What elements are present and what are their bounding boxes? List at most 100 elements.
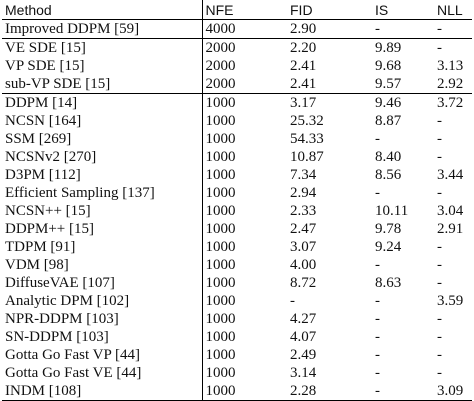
nll-cell: 2.92 — [437, 76, 464, 92]
method-cell: VE SDE [15] — [2, 38, 203, 57]
nll-cell: - — [437, 311, 442, 327]
fid-cell: 2.41 — [290, 76, 317, 92]
header-row: Method NFE FID IS NLL — [2, 0, 472, 20]
header-fid: FID — [287, 0, 372, 20]
fid-cell: 4.00 — [290, 257, 317, 273]
nfe-cell: 1000 — [205, 365, 236, 381]
table-row: VE SDE [15] 2000 2.20 9.89- — [2, 38, 472, 57]
method-cell: SSM [269] — [2, 130, 203, 148]
method-cell: DDPM++ [15] — [2, 220, 203, 238]
header-is: IS — [372, 0, 434, 20]
method-cell: NCSN [164] — [2, 112, 203, 130]
is-cell: 9.24 — [375, 239, 402, 255]
table-row: DDPM++ [15] 1000 2.47 9.78 2.91 — [2, 220, 472, 238]
fid-cell: 2.28 — [287, 382, 372, 401]
is-cell: - — [375, 347, 380, 363]
nfe-cell: 1000 — [202, 93, 287, 112]
is-cell: 8.63 — [375, 275, 402, 291]
is-cell: - — [375, 185, 380, 201]
nll-cell: 3.44 — [437, 167, 464, 183]
table-row: SN-DDPM [103] 1000 4.07 - - — [2, 328, 472, 346]
is-cell: 9.57 — [375, 76, 402, 92]
is-cell: - — [375, 329, 380, 345]
method-cell: Efficient Sampling [137] — [2, 184, 203, 202]
is-cell: 9.89 — [372, 38, 434, 57]
method-cell: DiffuseVAE [107] — [2, 274, 203, 292]
nfe-cell: 1000 — [205, 221, 236, 237]
nll-cell: 3.04 — [437, 203, 464, 219]
is-cell: - — [372, 382, 434, 401]
is-cell: - — [375, 365, 380, 381]
nfe-cell: 1000 — [205, 293, 236, 309]
is-cell: 8.40 — [375, 149, 402, 165]
table-row: VP SDE [15] 2000 2.41 9.68 3.13 — [2, 57, 472, 75]
fid-cell: 2.47 — [290, 221, 317, 237]
fid-cell: 3.17 — [287, 93, 372, 112]
method-cell: NCSNv2 [270] — [2, 148, 203, 166]
method-cell: Analytic DPM [102] — [2, 292, 203, 310]
is-cell: - — [375, 257, 380, 273]
fid-cell: - — [290, 293, 295, 309]
nfe-cell: 1000 — [205, 203, 236, 219]
table-row: Gotta Go Fast VE [44] 1000 3.14 - - — [2, 364, 472, 382]
nll-cell: - — [437, 257, 442, 273]
fid-cell: 2.33 — [290, 203, 317, 219]
method-cell: Gotta Go Fast VE [44] — [2, 364, 203, 382]
method-cell: SN-DDPM [103] — [2, 328, 203, 346]
table-row: Analytic DPM [102] 1000 - - 3.59 — [2, 292, 472, 310]
fid-cell: 8.72 — [290, 275, 317, 291]
table-body: Improved DDPM [59] 4000 2.90- - VE SDE [15] 2… — [2, 19, 472, 401]
nfe-cell: 1000 — [205, 113, 236, 129]
nll-cell: - — [434, 38, 472, 57]
method-cell: NCSN++ [15] — [2, 202, 203, 220]
is-cell: 8.87 — [375, 113, 402, 129]
nll-cell: 3.72 — [434, 93, 472, 112]
nfe-cell: 1000 — [205, 167, 236, 183]
method-cell: TDPM [91] — [2, 238, 203, 256]
nfe-cell: 1000 — [205, 257, 236, 273]
nfe-cell: 4000 — [205, 21, 236, 37]
method-cell: VDM [98] — [2, 256, 203, 274]
method-cell: D3PM [112] — [2, 166, 203, 184]
is-cell: 9.46 — [372, 93, 434, 112]
header-nll: NLL — [434, 0, 472, 20]
method-cell: NPR-DDPM [103] — [2, 310, 203, 328]
nll-cell: 2.91 — [437, 221, 464, 237]
fid-cell: 2.90 — [290, 21, 317, 37]
is-cell: - — [375, 311, 380, 327]
nll-cell: 3.59 — [437, 293, 464, 309]
nfe-cell: 2000 — [205, 58, 236, 74]
table-row: DDPM [14] 1000 3.17 9.46 3.72 — [2, 93, 472, 112]
table-row: NCSN [164] 1000 25.32 8.87 - — [2, 112, 472, 130]
table-row: NCSNv2 [270] 1000 10.87 8.40 - — [2, 148, 472, 166]
method-cell: sub-VP SDE [15] — [2, 75, 203, 94]
table-row: NCSN++ [15] 1000 2.33 10.11 3.04 — [2, 202, 472, 220]
table-row: VDM [98] 1000 4.00 - - — [2, 256, 472, 274]
method-cell: INDM [108] — [2, 382, 203, 401]
nfe-cell: 1000 — [205, 347, 236, 363]
header-method: Method — [2, 0, 203, 20]
is-cell: 9.68 — [375, 58, 402, 74]
nll-cell: - — [437, 113, 442, 129]
fid-cell: 2.41 — [290, 58, 317, 74]
fid-cell: 2.49 — [290, 347, 317, 363]
method-cell: DDPM [14] — [2, 93, 203, 112]
nfe-cell: 1000 — [205, 275, 236, 291]
nfe-cell: 1000 — [205, 311, 236, 327]
nfe-cell: 1000 — [205, 329, 236, 345]
fid-cell: 2.20 — [287, 38, 372, 57]
nll-cell: - — [437, 275, 442, 291]
is-cell: - — [375, 21, 380, 37]
fid-cell: 4.07 — [290, 329, 317, 345]
fid-cell: 3.07 — [290, 239, 317, 255]
fid-cell: 10.87 — [290, 149, 324, 165]
nll-cell: - — [437, 347, 442, 363]
nfe-cell: 2000 — [205, 76, 236, 92]
header-nfe: NFE — [202, 0, 287, 20]
table-row: NPR-DDPM [103] 1000 4.27 - - — [2, 310, 472, 328]
nfe-cell: 1000 — [205, 185, 236, 201]
fid-cell: 4.27 — [290, 311, 317, 327]
fid-cell: 54.33 — [290, 131, 324, 147]
